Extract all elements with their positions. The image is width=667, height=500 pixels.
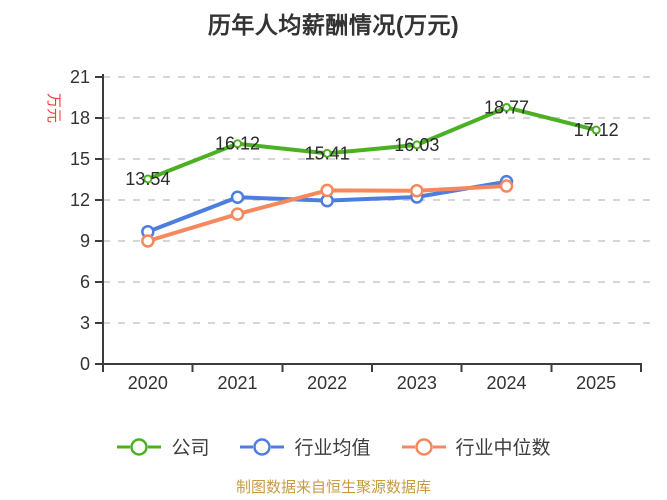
company-line-marker-icon [117, 437, 162, 456]
x-axis-tick-label: 2024 [486, 373, 526, 393]
data-point [499, 179, 514, 193]
legend-label-industry-mean: 行业均值 [294, 438, 371, 459]
data-point [320, 183, 334, 198]
data-point-label: 18.77 [484, 97, 529, 117]
data-point [230, 207, 245, 221]
data-point [410, 183, 424, 198]
industry-mean-line-marker-icon [240, 437, 285, 456]
y-axis-tick-label: 6 [80, 272, 90, 292]
y-axis-unit-label: 万元 [45, 93, 62, 123]
y-axis-tick-label: 15 [70, 149, 90, 169]
data-point [233, 139, 242, 149]
y-axis-tick-label: 9 [80, 231, 90, 251]
series-line [145, 105, 599, 181]
data-point [322, 148, 332, 158]
legend-label-company: 公司 [171, 438, 210, 459]
y-axis-tick-label: 21 [70, 67, 90, 87]
data-point-label: 16.12 [215, 134, 260, 154]
data-point [412, 140, 422, 150]
data-point [591, 125, 601, 135]
data-point-label: 13.54 [125, 169, 170, 189]
data-point [141, 234, 155, 248]
x-axis-tick-label: 2021 [217, 373, 257, 393]
data-source-note: 制图数据来自恒生聚源数据库 [235, 479, 431, 496]
data-point [502, 102, 511, 112]
data-point-label: 17.12 [574, 120, 619, 140]
legend: 公司 行业均值 行业中位数 [0, 433, 667, 460]
legend-item-industry-median[interactable]: 行业中位数 [401, 433, 551, 460]
x-axis-tick-label: 2025 [576, 373, 616, 393]
data-point [230, 190, 245, 205]
legend-item-company[interactable]: 公司 [116, 433, 209, 460]
x-axis-tick-label: 2022 [307, 373, 347, 393]
legend-label-industry-median: 行业中位数 [455, 438, 551, 459]
data-point-label: 15.41 [305, 143, 350, 163]
y-axis-tick-label: 12 [70, 190, 90, 210]
y-axis-tick-label: 18 [70, 108, 90, 128]
legend-item-industry-mean[interactable]: 行业均值 [239, 433, 371, 460]
y-axis-tick-label: 3 [80, 313, 90, 333]
y-axis-tick-label: 0 [80, 354, 90, 374]
data-point [143, 174, 153, 184]
x-axis-tick-label: 2023 [397, 373, 437, 393]
chart-title: 历年人均薪酬情况(万元) [207, 12, 460, 38]
data-point-label: 16.03 [394, 135, 439, 155]
industry-median-line-marker-icon [401, 437, 446, 456]
x-axis-tick-label: 2020 [128, 373, 168, 393]
